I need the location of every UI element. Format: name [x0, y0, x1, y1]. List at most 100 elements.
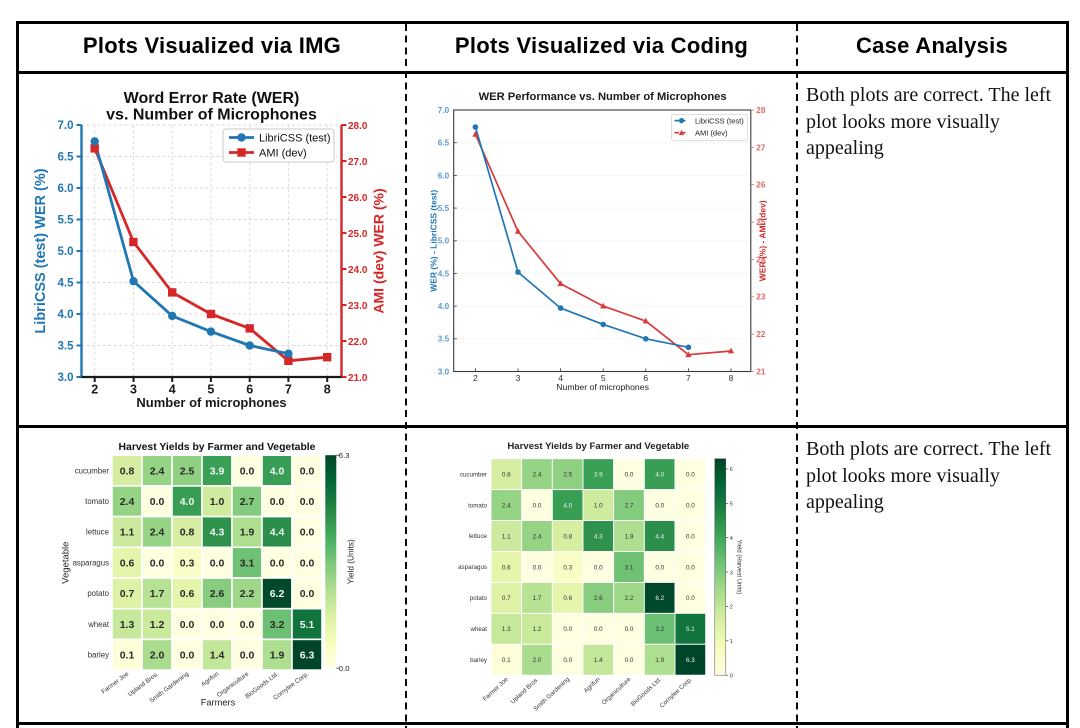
svg-text:1.1: 1.1 — [120, 527, 135, 539]
svg-text:4.0: 4.0 — [58, 309, 74, 321]
svg-text:1.7: 1.7 — [150, 588, 165, 600]
svg-text:2.4: 2.4 — [120, 496, 135, 508]
svg-text:6.5: 6.5 — [58, 152, 75, 164]
svg-text:26.0: 26.0 — [348, 193, 368, 204]
svg-text:vs. Number of Microphones: vs. Number of Microphones — [106, 107, 317, 124]
svg-text:3.5: 3.5 — [438, 335, 450, 344]
svg-text:tomato: tomato — [468, 502, 487, 509]
svg-text:1.4: 1.4 — [210, 650, 225, 662]
svg-text:2.6: 2.6 — [210, 588, 225, 600]
svg-text:0.0: 0.0 — [594, 626, 603, 633]
svg-text:0.0: 0.0 — [563, 626, 572, 633]
svg-text:1.3: 1.3 — [502, 626, 511, 633]
svg-text:0.0: 0.0 — [686, 533, 695, 540]
svg-text:asparagus: asparagus — [458, 564, 487, 571]
svg-text:0.0: 0.0 — [150, 558, 165, 570]
svg-text:6.2: 6.2 — [655, 595, 664, 602]
svg-text:22: 22 — [756, 330, 766, 339]
svg-text:0.3: 0.3 — [563, 564, 572, 571]
svg-text:7: 7 — [686, 373, 691, 383]
svg-text:barley: barley — [88, 651, 109, 660]
svg-text:0.0: 0.0 — [533, 564, 542, 571]
svg-text:Yield (Units): Yield (Units) — [346, 539, 356, 584]
svg-text:0.7: 0.7 — [120, 588, 135, 600]
svg-text:3.9: 3.9 — [210, 465, 225, 477]
svg-text:3: 3 — [516, 373, 521, 383]
svg-text:4.4: 4.4 — [270, 527, 285, 539]
svg-text:2.4: 2.4 — [502, 502, 511, 509]
svg-text:24.0: 24.0 — [348, 265, 368, 276]
svg-text:Harvest Yields by Farmer and V: Harvest Yields by Farmer and Vegetable — [507, 441, 689, 452]
svg-text:LibriCSS (test) WER (%): LibriCSS (test) WER (%) — [33, 168, 49, 333]
svg-text:0.1: 0.1 — [502, 657, 511, 664]
svg-text:Number of microphones: Number of microphones — [556, 382, 649, 392]
svg-text:3.0: 3.0 — [438, 367, 450, 376]
svg-text:1.3: 1.3 — [120, 619, 135, 631]
svg-text:4.0: 4.0 — [655, 472, 664, 479]
svg-text:6.0: 6.0 — [58, 183, 74, 195]
svg-text:1.0: 1.0 — [210, 496, 225, 508]
svg-text:barley: barley — [470, 657, 488, 664]
svg-text:0: 0 — [730, 673, 733, 679]
svg-text:5.0: 5.0 — [438, 237, 450, 246]
svg-text:23.0: 23.0 — [348, 301, 368, 312]
svg-text:0.0: 0.0 — [240, 465, 255, 477]
svg-text:Farmer Joe: Farmer Joe — [482, 676, 510, 703]
svg-text:asparagus: asparagus — [73, 559, 110, 568]
svg-text:4: 4 — [169, 383, 176, 397]
svg-text:AMI (dev): AMI (dev) — [695, 128, 728, 137]
svg-text:0.0: 0.0 — [625, 626, 634, 633]
svg-text:2.5: 2.5 — [180, 465, 195, 477]
svg-text:2: 2 — [91, 383, 98, 397]
svg-text:22.0: 22.0 — [348, 337, 368, 348]
svg-text:28: 28 — [756, 106, 766, 115]
svg-text:0.0: 0.0 — [240, 650, 255, 662]
svg-text:0.8: 0.8 — [120, 465, 135, 477]
svg-text:3.1: 3.1 — [625, 564, 634, 571]
svg-text:lettuce: lettuce — [86, 528, 109, 537]
svg-text:6.3: 6.3 — [300, 650, 315, 662]
svg-text:5.1: 5.1 — [686, 626, 695, 633]
svg-text:Cornylee Corp.: Cornylee Corp. — [659, 676, 694, 710]
svg-text:2.2: 2.2 — [625, 595, 634, 602]
svg-text:7: 7 — [285, 383, 292, 397]
svg-text:1.9: 1.9 — [625, 533, 634, 540]
svg-text:2.2: 2.2 — [240, 588, 255, 600]
svg-text:cucumber: cucumber — [460, 471, 487, 478]
svg-text:Upland Bros.: Upland Bros. — [509, 676, 540, 706]
svg-text:0.0: 0.0 — [686, 595, 695, 602]
svg-text:0.0: 0.0 — [300, 558, 315, 570]
svg-text:2.5: 2.5 — [563, 472, 572, 479]
svg-text:0.0: 0.0 — [655, 502, 664, 509]
svg-text:0.3: 0.3 — [180, 558, 195, 570]
svg-text:2.4: 2.4 — [150, 527, 165, 539]
svg-text:0.6: 0.6 — [180, 588, 195, 600]
svg-text:3.9: 3.9 — [594, 472, 603, 479]
svg-text:2.6: 2.6 — [594, 595, 603, 602]
svg-text:0.0: 0.0 — [533, 502, 542, 509]
svg-text:4.3: 4.3 — [210, 527, 225, 539]
svg-text:2: 2 — [473, 373, 478, 383]
svg-text:1.9: 1.9 — [240, 527, 255, 539]
svg-text:1.1: 1.1 — [502, 533, 511, 540]
svg-text:0.0: 0.0 — [655, 564, 664, 571]
svg-text:0.0: 0.0 — [300, 465, 315, 477]
svg-text:0.0: 0.0 — [210, 558, 225, 570]
svg-text:2.4: 2.4 — [533, 533, 542, 540]
svg-text:24: 24 — [756, 255, 766, 264]
svg-text:4.5: 4.5 — [438, 269, 450, 278]
svg-text:3.2: 3.2 — [270, 619, 285, 631]
svg-text:1.0: 1.0 — [594, 502, 603, 509]
svg-text:7.0: 7.0 — [58, 120, 74, 132]
svg-text:wheat: wheat — [87, 620, 110, 629]
svg-text:27: 27 — [756, 143, 766, 152]
svg-text:4.4: 4.4 — [655, 533, 664, 540]
svg-text:wheat: wheat — [469, 626, 487, 633]
svg-text:WER (%) - AMI (dev): WER (%) - AMI (dev) — [758, 200, 768, 281]
svg-text:Farmers: Farmers — [201, 698, 236, 708]
svg-text:0.7: 0.7 — [502, 595, 511, 602]
svg-text:0.0: 0.0 — [270, 558, 285, 570]
svg-text:4: 4 — [558, 373, 563, 383]
svg-text:Harvest Yields by Farmer and V: Harvest Yields by Farmer and Vegetable — [119, 442, 316, 453]
svg-text:4: 4 — [730, 536, 733, 542]
